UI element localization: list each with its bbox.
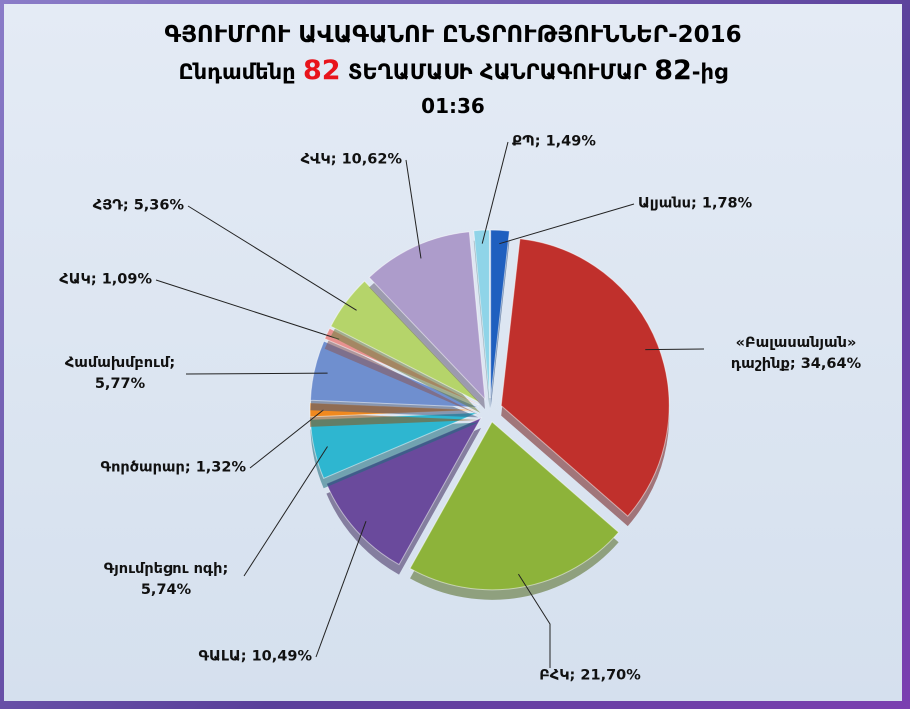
leader-line	[499, 203, 635, 245]
category-name: ԳԱԼԱ	[198, 648, 241, 665]
value-label: 1,09%	[101, 271, 152, 288]
chart-panel: ԳՅՈՒՄՐՈՒ ԱՎԱԳԱՆՈՒ ԸՆՏՐՈՒԹՅՈՒՆՆԵՐ-2016 Ըն…	[4, 4, 902, 701]
value-label: 10,49%	[251, 648, 312, 665]
slice-depth	[324, 338, 480, 415]
leader-line	[187, 205, 357, 311]
label-separator: ;	[789, 356, 801, 372]
value-label: 5,36%	[133, 197, 184, 214]
value-label: 1,49%	[545, 133, 596, 150]
pie-area	[155, 141, 705, 668]
leader-line	[481, 141, 509, 244]
value-label: 1,32%	[195, 459, 246, 476]
label-separator: ;	[90, 271, 102, 288]
category-name: «Բալասանյան» դաշինք	[730, 335, 857, 372]
pie-slice	[473, 229, 490, 399]
label-separator: ;	[569, 667, 581, 684]
label-separator: ;	[534, 133, 546, 150]
category-name: ՔՊ	[512, 133, 535, 150]
leader-line	[185, 372, 328, 375]
pie-slice	[409, 421, 620, 591]
slice-label: ԳԱԼԱ; 10,49%	[199, 647, 313, 668]
slice-label: ԲՀԿ; 21,70%	[520, 666, 660, 687]
label-separator: ;	[184, 459, 196, 476]
precincts-counted: 82	[654, 55, 692, 86]
slice-label: «Բալասանյան» դաշինք; 34,64%	[716, 333, 876, 375]
slice-depth	[309, 412, 478, 427]
pie-slice	[325, 416, 483, 566]
slice-label: ՀՎԿ; 10,62%	[301, 150, 402, 171]
pie-slice	[490, 229, 510, 399]
category-name: Ալյանս	[638, 195, 692, 212]
label-separator: ;	[240, 648, 252, 665]
pie-slice	[500, 238, 670, 517]
value-label: 1,78%	[701, 195, 753, 212]
subtitle-text: -ից	[691, 60, 728, 84]
subtitle-text: Ընդամենը	[178, 60, 296, 84]
slice-label: ՀՅԴ; 5,36%	[93, 196, 184, 217]
leader-line	[243, 446, 328, 577]
leader-line	[405, 159, 422, 259]
value-label: 21,70%	[580, 667, 641, 684]
slice-label: Ալյանս; 1,78%	[638, 194, 752, 215]
slice-label: Գյումրեցու ոգի; 5,74%	[86, 559, 246, 601]
category-name: Գործարար	[100, 459, 185, 476]
chart-time: 01:36	[421, 94, 485, 118]
label-separator: ;	[330, 151, 342, 168]
slice-label: Համախմբում; 5,77%	[55, 353, 185, 395]
leader-line	[249, 409, 324, 469]
category-name: ԲՀԿ	[539, 667, 570, 684]
value-label: 5,77%	[94, 376, 146, 392]
category-name: ՀԱԿ	[59, 271, 91, 288]
slice-label: Գործարար; 1,32%	[101, 458, 246, 479]
slice-label: ՔՊ; 1,49%	[512, 132, 596, 153]
slice-label: ՀԱԿ; 1,09%	[59, 270, 152, 291]
label-separator: ;	[222, 561, 229, 577]
value-label: 34,64%	[800, 356, 862, 372]
leader-line	[315, 521, 367, 658]
title-block: ԳՅՈՒՄՐՈՒ ԱՎԱԳԱՆՈՒ ԸՆՏՐՈՒԹՅՈՒՆՆԵՐ-2016 Ըն…	[4, 18, 902, 121]
category-name: ՀՅԴ	[92, 197, 123, 214]
leader-line	[155, 279, 340, 340]
pie-slice	[368, 231, 486, 401]
chart-title: ԳՅՈՒՄՐՈՒ ԱՎԱԳԱՆՈՒ ԸՆՏՐՈՒԹՅՈՒՆՆԵՐ-2016	[164, 22, 742, 48]
label-separator: ;	[691, 195, 702, 212]
leader-line	[518, 573, 551, 668]
value-label: 5,74%	[140, 582, 192, 598]
chart-subtitle: Ընդամենը 82 ՏԵՂԱՄԱՍԻ ՀԱՆՐԱԳՈՒՄԱՐ 82-ից	[4, 52, 902, 91]
precincts-total: 82	[302, 55, 341, 86]
category-name: Համախմբում	[64, 355, 170, 371]
category-name: ՀՎԿ	[300, 151, 331, 168]
subtitle-text: ՏԵՂԱՄԱՍԻ ՀԱՆՐԱԳՈՒՄԱՐ	[347, 60, 647, 84]
leader-line	[645, 348, 705, 351]
pie-slice	[330, 280, 481, 404]
label-separator: ;	[169, 355, 176, 371]
value-label: 10,62%	[341, 151, 402, 168]
category-name: Գյումրեցու ոգի	[103, 561, 223, 577]
label-separator: ;	[122, 197, 134, 214]
